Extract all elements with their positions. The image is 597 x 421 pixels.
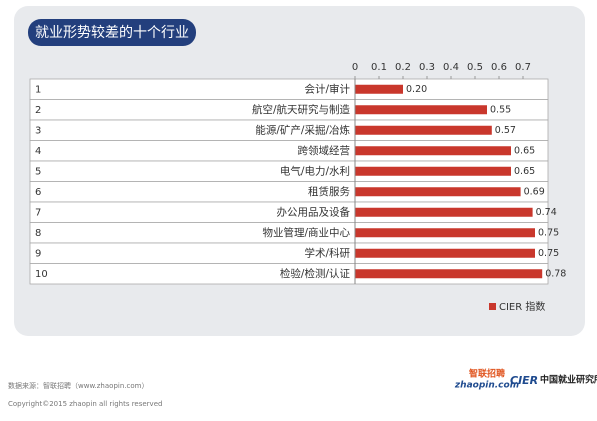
legend-swatch [489,303,496,310]
rank: 9 [35,248,41,259]
y-tick-label: 检验/检测/认证 [280,267,351,280]
rank: 10 [35,269,48,280]
y-tick-label: 会计/审计 [304,82,350,95]
value-label: 0.20 [406,84,427,95]
y-tick-label: 能源/矿产/采掘/冶炼 [255,123,350,136]
rank: 8 [35,228,41,239]
logo-text: CIER [510,374,538,387]
rank: 2 [35,105,41,116]
copyright: Copyright©2015 zhaopin all rights reserv… [8,400,162,408]
x-tick-label: 0.5 [467,62,483,73]
row [29,78,549,100]
bar [355,125,492,135]
bar [355,207,533,217]
x-tick-label: 0.4 [443,62,459,73]
y-tick-label: 办公用品及设备 [277,205,351,218]
rank: 4 [35,146,41,157]
value-label: 0.69 [524,186,545,197]
logo-text: zhaopin.com [454,381,519,391]
logo-text: 中国就业研究所 [540,374,597,386]
logo-text: 智联招聘 [469,368,505,380]
bar [355,228,535,238]
rank: 1 [35,84,41,95]
rank: 3 [35,125,41,136]
y-tick-label: 跨领域经营 [298,144,351,157]
x-tick-label: 0.1 [371,62,387,73]
bar [355,105,487,115]
chart-title: 就业形势较差的十个行业 [35,25,189,41]
row [29,263,549,285]
x-tick-label: 0 [352,62,358,73]
bar [355,84,403,94]
y-tick-label: 租赁服务 [308,185,350,198]
value-label: 0.75 [538,248,559,259]
rank: 6 [35,187,41,198]
y-tick-label: 学术/科研 [304,246,350,259]
bar [355,248,535,258]
bar [355,269,543,279]
value-label: 0.55 [490,104,511,115]
x-tick-label: 0.7 [515,62,531,73]
value-label: 0.57 [495,125,516,136]
x-tick-label: 0.3 [419,62,435,73]
title-box [28,19,196,46]
bar [355,166,511,176]
y-tick-label: 电气/电力/水利 [280,164,350,177]
legend-label: CIER 指数 [499,300,545,313]
source: 数据来源：智联招聘（www.zhaopin.com） [8,381,148,390]
bar [355,187,521,197]
value-label: 0.65 [514,145,535,156]
x-tick-label: 0.2 [395,62,411,73]
rank: 5 [35,166,41,177]
value-label: 0.78 [545,268,566,279]
value-label: 0.65 [514,166,535,177]
bar [355,146,511,156]
value-label: 0.75 [538,227,559,238]
x-tick-label: 0.6 [491,62,507,73]
value-label: 0.74 [536,207,557,218]
y-tick-label: 航空/航天研究与制造 [252,103,351,116]
y-tick-label: 物业管理/商业中心 [262,226,350,239]
rank: 7 [35,207,41,218]
